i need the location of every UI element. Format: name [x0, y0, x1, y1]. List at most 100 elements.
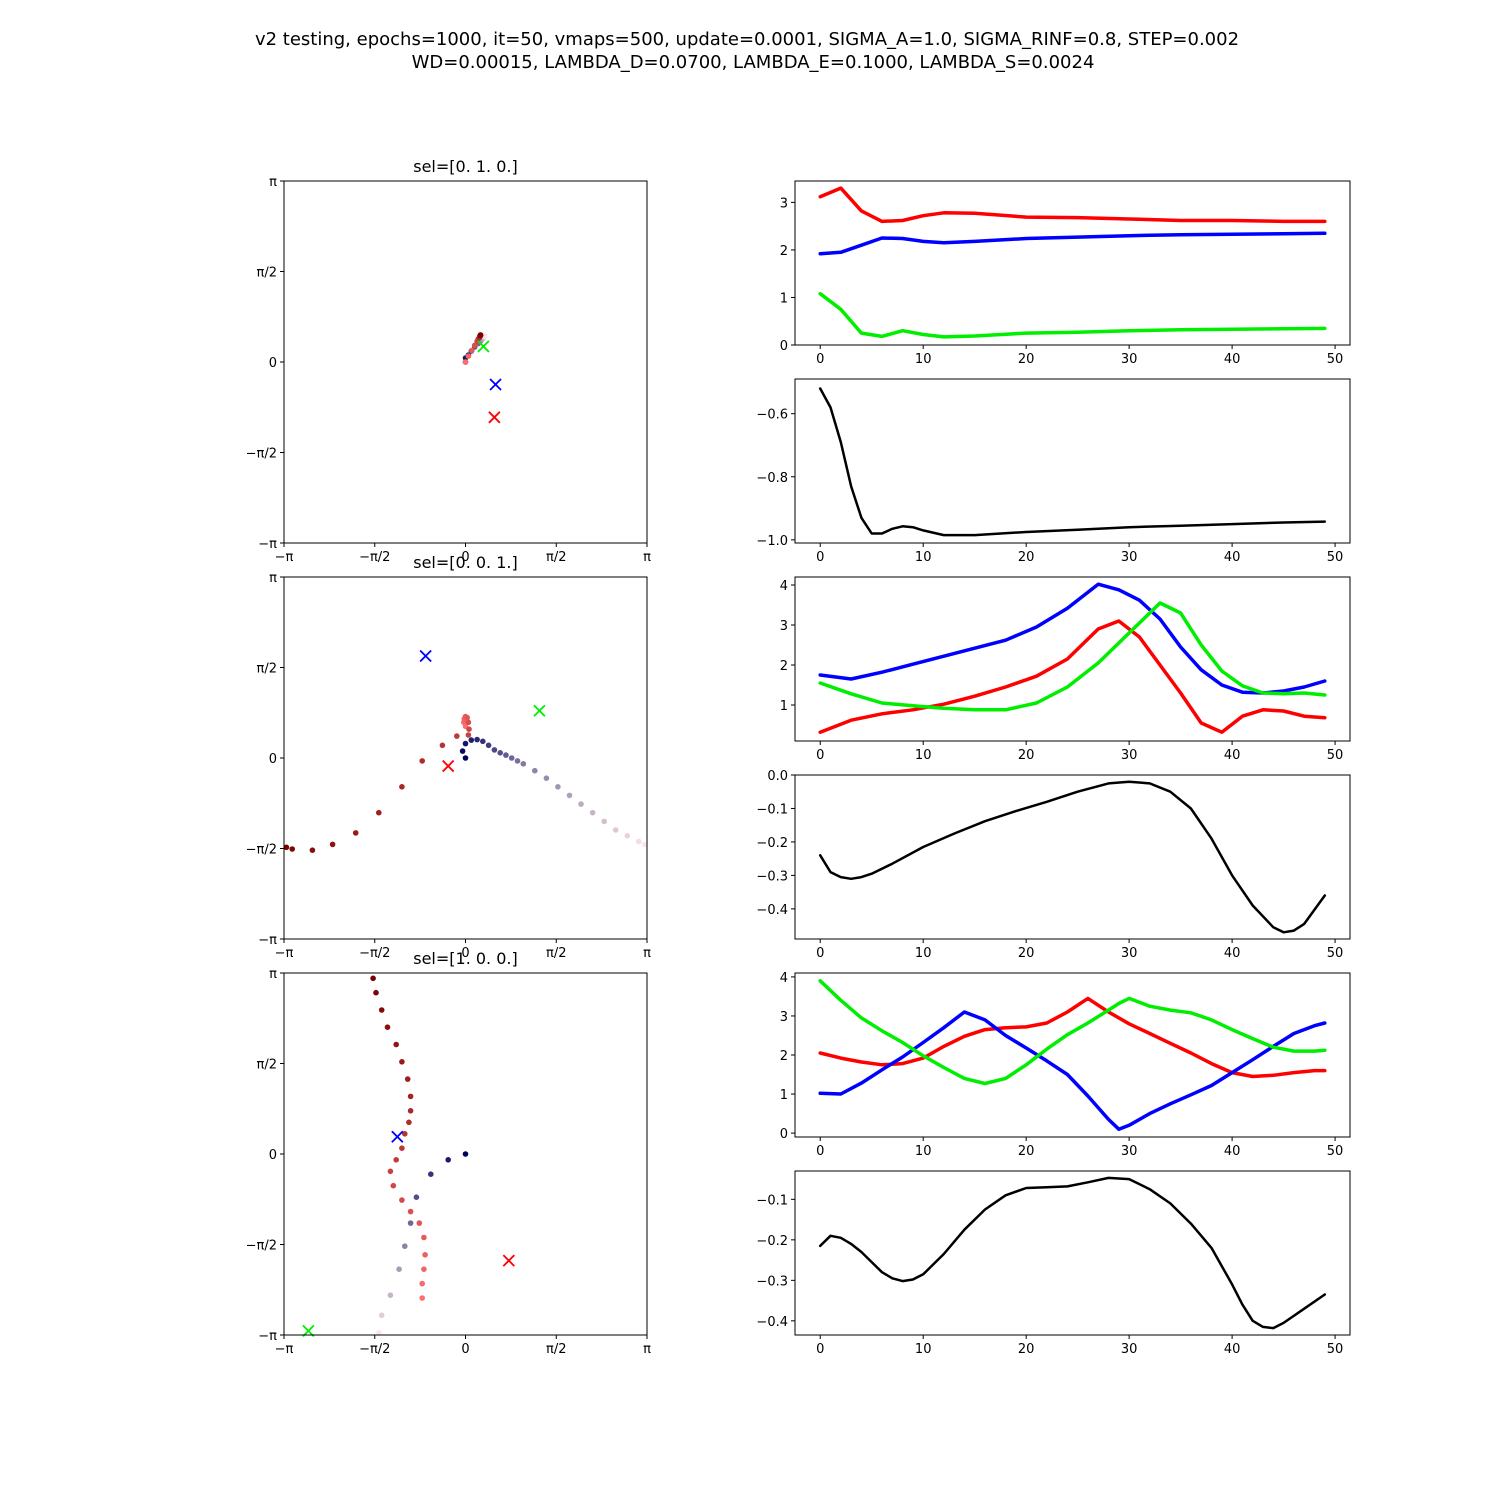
trajectory-point	[378, 1007, 385, 1013]
series-line-green	[818, 601, 1327, 712]
y-tick-label: −0.1	[756, 802, 788, 817]
trajectory-point	[396, 1266, 402, 1272]
line-panel-4: 0 10 20 30 40 50 1 2 3 4	[780, 576, 1351, 763]
target-marker-stroke	[489, 378, 502, 391]
y-tick-label: π/2	[257, 662, 277, 677]
y-tick-label: 4	[780, 579, 788, 594]
y-tick-label: 0	[780, 339, 788, 354]
y-tick-label: 2	[780, 659, 788, 674]
trajectory-point	[508, 755, 515, 761]
trajectory-point	[393, 1041, 400, 1048]
x-tick-label: 40	[1224, 1144, 1241, 1159]
y-tick-label: 0	[780, 1127, 788, 1142]
x-tick-label: π	[643, 550, 651, 565]
y-tick-label: −0.2	[756, 836, 788, 851]
x-tick-label: 20	[1018, 352, 1035, 367]
trajectory-point	[497, 750, 504, 756]
trajectory-point	[399, 1059, 405, 1065]
trajectory-point	[480, 738, 486, 745]
target-marker-red	[442, 759, 455, 773]
x-tick-label: π	[643, 946, 651, 961]
series-line-green	[818, 291, 1327, 339]
y-tick-label: π/2	[257, 1058, 277, 1073]
y-tick-label: −π	[258, 933, 277, 948]
x-tick-label: 0	[816, 1342, 824, 1357]
trajectory-point	[624, 833, 631, 839]
trajectory-point	[419, 1280, 426, 1287]
plot-frame	[794, 972, 1351, 1138]
line-panel-1: 0 10 20 30 40 50 0 1 2 3	[780, 180, 1351, 367]
y-tick-label: 1	[780, 699, 788, 714]
trajectory-point	[465, 353, 472, 360]
trajectory-point	[421, 1234, 427, 1241]
trajectory-point	[384, 1024, 391, 1030]
trajectory-point	[373, 989, 379, 996]
y-tick-label: π	[269, 967, 277, 982]
x-tick-label: 20	[1018, 748, 1035, 763]
x-tick-label: 20	[1018, 550, 1035, 565]
trajectory-point	[407, 1108, 414, 1114]
trajectory-point	[532, 767, 538, 774]
x-tick-label: −π/2	[359, 550, 390, 565]
x-tick-label: 0	[816, 550, 824, 565]
trajectory-point	[459, 748, 466, 754]
series-line-blue	[818, 582, 1327, 695]
trajectory-point	[376, 1329, 382, 1336]
series-line-red	[818, 619, 1327, 734]
series-line-blue	[818, 1010, 1327, 1131]
x-tick-label: π/2	[546, 550, 566, 565]
panel-title: sel=[0. 1. 0.]	[413, 157, 517, 176]
x-tick-label: 0	[816, 946, 824, 961]
trajectory-point	[376, 809, 382, 816]
trajectory-point	[465, 719, 472, 726]
trajectory-point	[428, 1171, 434, 1177]
y-tick-label: 1	[780, 291, 788, 306]
trajectory-point	[283, 844, 290, 851]
trajectory-point	[491, 747, 498, 753]
trajectory-point	[641, 841, 648, 848]
plot-frame	[794, 378, 1351, 544]
x-tick-label: 30	[1121, 1144, 1138, 1159]
trajectory-point	[416, 1220, 423, 1226]
series-line-black	[818, 780, 1327, 934]
y-tick-label: 3	[780, 196, 788, 211]
trajectory-point	[378, 1312, 385, 1319]
trajectory-point	[469, 347, 475, 354]
x-tick-label: 0	[816, 352, 824, 367]
trajectory-point	[419, 758, 426, 764]
y-tick-label: −π	[258, 537, 277, 552]
trajectory-point	[402, 1243, 408, 1249]
trajectory-point	[421, 1266, 427, 1272]
x-tick-label: −π	[275, 946, 294, 961]
trajectory-point	[589, 809, 596, 816]
trajectory-point	[439, 742, 446, 749]
x-tick-label: 50	[1327, 946, 1344, 961]
target-marker-stroke	[533, 704, 546, 717]
trajectory-point	[465, 732, 472, 738]
y-tick-label: −0.8	[756, 471, 788, 486]
y-tick-label: −π/2	[246, 447, 277, 462]
series-line-black	[818, 387, 1327, 537]
y-tick-label: 2	[780, 244, 788, 259]
trajectory-point	[477, 332, 484, 338]
x-tick-label: 10	[915, 748, 932, 763]
series-line-blue	[818, 231, 1327, 256]
trajectory-point	[462, 740, 469, 747]
x-tick-label: 0	[816, 1144, 824, 1159]
series-line-red	[818, 186, 1327, 224]
x-tick-label: 40	[1224, 550, 1241, 565]
y-tick-label: −0.6	[756, 408, 788, 423]
line-panel-8: 0 10 20 30 40 50 −0.4 −0.3 −0.2 −0.1	[756, 1170, 1351, 1357]
series-line-black	[818, 1176, 1327, 1330]
x-tick-label: 0	[816, 748, 824, 763]
trajectory-point	[407, 1093, 414, 1100]
x-tick-label: −π/2	[359, 1342, 390, 1357]
y-tick-label: 0	[269, 752, 277, 767]
x-tick-label: π	[643, 1342, 651, 1357]
target-marker-stroke	[502, 1254, 515, 1267]
trajectory-point	[636, 838, 642, 845]
trajectory-point	[454, 733, 460, 739]
